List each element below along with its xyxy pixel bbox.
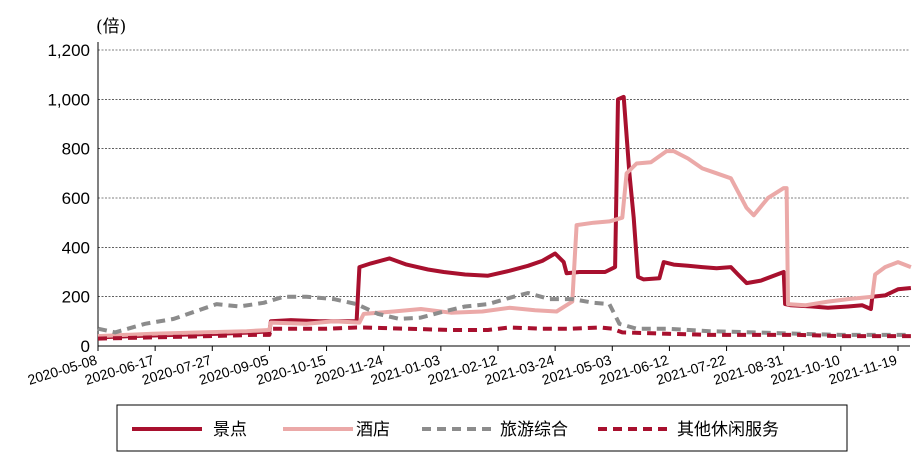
legend-label: 旅游综合 [500, 420, 568, 440]
y-tick-label: 1,000 [47, 90, 90, 109]
series-line [97, 291, 911, 337]
y-tick-label: 0 [81, 337, 90, 356]
y-tick-label: 600 [62, 189, 90, 208]
legend-label: 酒店 [356, 420, 390, 440]
series-line [97, 149, 912, 339]
x-axis: 2020-05-082020-06-172020-07-272020-09-05… [26, 345, 910, 388]
legend-label: 其他休闲服务 [677, 420, 779, 440]
y-axis-unit-label: (倍) [96, 17, 126, 37]
legend-label: 景点 [213, 420, 247, 440]
y-axis: 0 200 400 600 800 1,000 1,200 [47, 41, 99, 356]
grid-lines [98, 49, 910, 297]
y-tick-label: 1,200 [47, 41, 90, 60]
y-tick-label: 800 [62, 140, 90, 159]
y-tick-label: 200 [62, 288, 90, 307]
series-line [97, 325, 911, 341]
series-lines [97, 94, 912, 341]
y-tick-label: 400 [62, 238, 90, 257]
legend: 景点 酒店 旅游综合 其他休闲服务 [116, 404, 848, 452]
